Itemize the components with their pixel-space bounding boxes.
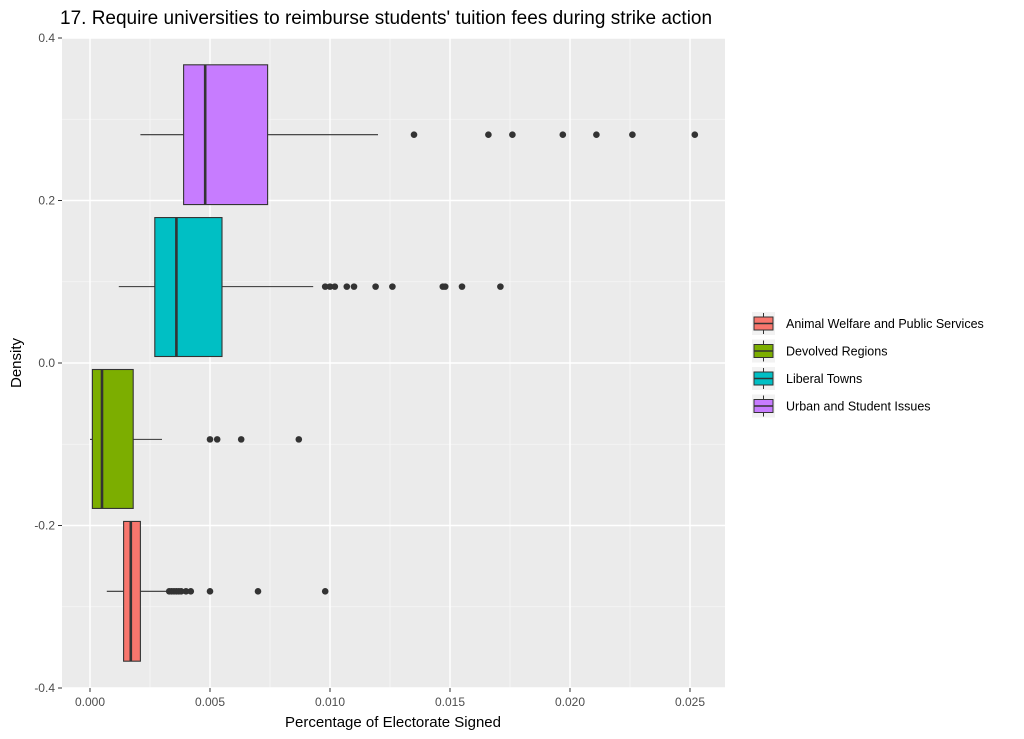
outlier-point [372,283,379,290]
y-axis-title: Density [8,337,25,388]
outlier-point [295,436,303,443]
outlier-point [509,131,516,138]
boxplot-0 [106,520,329,662]
legend-label: Urban and Student Issues [786,400,931,414]
x-tick-label: 0.010 [315,695,345,709]
outlier-point [177,588,185,595]
outlier-point [237,436,245,443]
outlier-point [321,588,329,595]
y-tick-label: 0.4 [38,31,55,45]
outlier-point [458,283,466,290]
outlier-point [691,131,699,138]
outlier-point [629,131,636,138]
chart-title: 17. Require universities to reimburse st… [60,8,712,29]
outlier-point [559,131,567,138]
outlier-point [497,283,504,290]
outlier-point [254,588,262,595]
legend-item-2: Liberal Towns [752,367,862,390]
legend-item-3: Urban and Student Issues [752,394,931,418]
outlier-point [331,283,339,290]
legend-label: Animal Welfare and Public Services [786,317,984,331]
boxplot-2 [118,217,504,358]
outlier-point [206,588,214,595]
outlier-point [485,131,492,138]
x-axis-title: Percentage of Electorate Signed [285,714,501,731]
box [91,368,134,509]
outlier-point [321,283,329,290]
x-tick-label: 0.005 [195,695,225,709]
axes: 0.000 0.005 0.010 0.015 0.020 0.025 -0.4 -0.2 0.… [34,31,705,709]
outlier-point [343,283,351,290]
boxplots [90,64,699,662]
boxplot-3 [140,64,699,206]
boxplot-1 [90,368,303,509]
x-tick-label: 0.000 [75,695,105,709]
outlier-point [350,283,358,290]
legend-item-0: Animal Welfare and Public Services [752,312,984,335]
legend-item-1: Devolved Regions [752,339,887,363]
outlier-point [410,131,418,138]
outlier-point [206,436,214,443]
y-tick-label: 0.2 [38,194,55,208]
outlier-point [389,283,396,290]
outlier-point [213,436,221,443]
box [154,217,223,358]
x-tick-label: 0.025 [675,695,705,709]
box [183,64,269,206]
legend-label: Devolved Regions [786,345,887,359]
x-tick-label: 0.020 [555,695,585,709]
outlier-point [187,588,195,595]
y-tick-label: -0.4 [34,681,55,695]
y-tick-label: 0.0 [38,356,55,370]
outlier-point [326,283,334,290]
outlier-point [593,131,600,138]
outlier-point [441,283,449,290]
legend-label: Liberal Towns [786,372,862,386]
legend: Animal Welfare and Public Services Devolv… [752,312,984,418]
y-tick-label: -0.2 [34,519,55,533]
outlier-point [182,588,190,595]
x-tick-label: 0.015 [435,695,465,709]
